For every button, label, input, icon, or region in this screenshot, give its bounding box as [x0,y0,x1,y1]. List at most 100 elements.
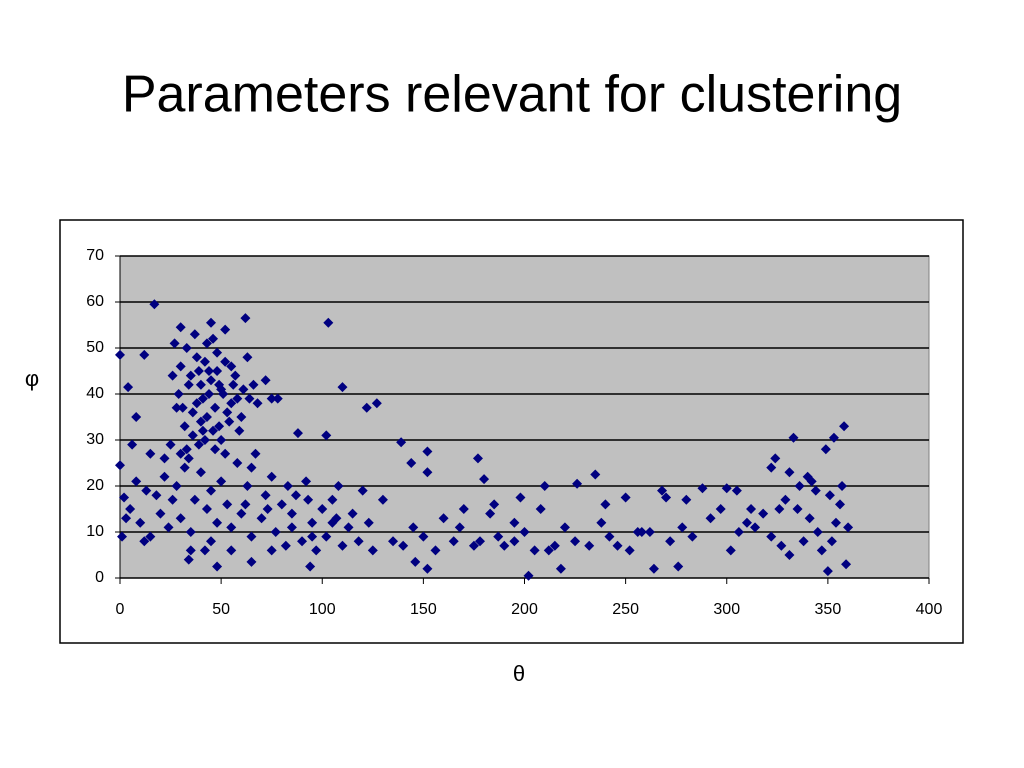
x-tick-label: 350 [815,601,842,618]
point [210,402,221,413]
y-axis-label: φ [25,366,39,391]
point [266,471,277,482]
point [321,430,332,441]
point [185,545,196,556]
point [199,545,210,556]
point [590,469,601,480]
point [746,504,757,514]
point [543,545,554,556]
point [422,446,433,457]
point [139,536,150,547]
point [226,361,237,372]
x-axis-label: θ [513,661,525,686]
point [286,508,297,519]
point [448,536,459,547]
point [185,527,196,537]
point [272,393,283,404]
point [220,448,231,459]
point [321,531,332,542]
point [418,531,429,542]
point [396,437,407,448]
point [784,467,795,478]
point [121,513,132,524]
point [741,517,752,528]
point [234,425,245,436]
point [280,540,291,551]
point [774,504,785,514]
point [212,347,223,358]
point [353,536,364,547]
point [226,522,237,533]
point [246,462,257,473]
point [175,448,186,459]
point [179,421,190,432]
point [307,531,318,542]
point [212,561,223,572]
point [804,513,815,524]
point [203,366,214,376]
point [240,499,251,510]
x-tick-label: 100 [309,601,336,618]
point [515,492,526,503]
point [276,499,287,510]
point [687,531,698,542]
point [371,398,382,409]
x-tick-label: 50 [212,601,230,618]
point [201,412,212,422]
point [509,536,520,547]
point [770,453,781,464]
point [408,522,419,533]
point [208,425,219,436]
point [665,536,676,547]
point [822,566,833,577]
point [187,407,198,418]
point [212,517,223,528]
point [523,570,534,581]
point [210,444,221,455]
point [705,513,716,524]
point [191,398,202,409]
point [766,462,777,473]
point [584,540,595,551]
point [155,508,166,519]
point [199,356,210,367]
point [266,545,277,556]
y-tick-label: 30 [86,431,104,448]
point [323,317,334,328]
point [620,492,631,503]
point [624,545,635,556]
point [810,485,821,496]
point [252,398,263,409]
x-tick-label: 150 [410,601,437,618]
point [301,476,312,487]
point [612,540,623,551]
point [123,382,134,393]
point [406,458,417,468]
point [519,527,530,537]
point [248,379,259,390]
point [733,527,744,537]
point [224,416,235,427]
point [216,435,227,445]
point [731,485,742,496]
point [357,485,368,496]
point [327,494,338,505]
point [798,536,809,547]
point [206,536,217,547]
point [135,517,146,528]
point [485,508,496,519]
point [193,366,204,376]
point [145,531,156,542]
y-tick-label: 0 [95,569,104,586]
point [828,432,839,443]
point [549,540,560,551]
point [201,338,212,349]
point [163,522,174,533]
point [529,545,540,556]
point [206,375,217,386]
point [167,370,178,381]
y-tick-label: 60 [86,293,104,310]
point [262,504,273,514]
point [493,531,504,542]
